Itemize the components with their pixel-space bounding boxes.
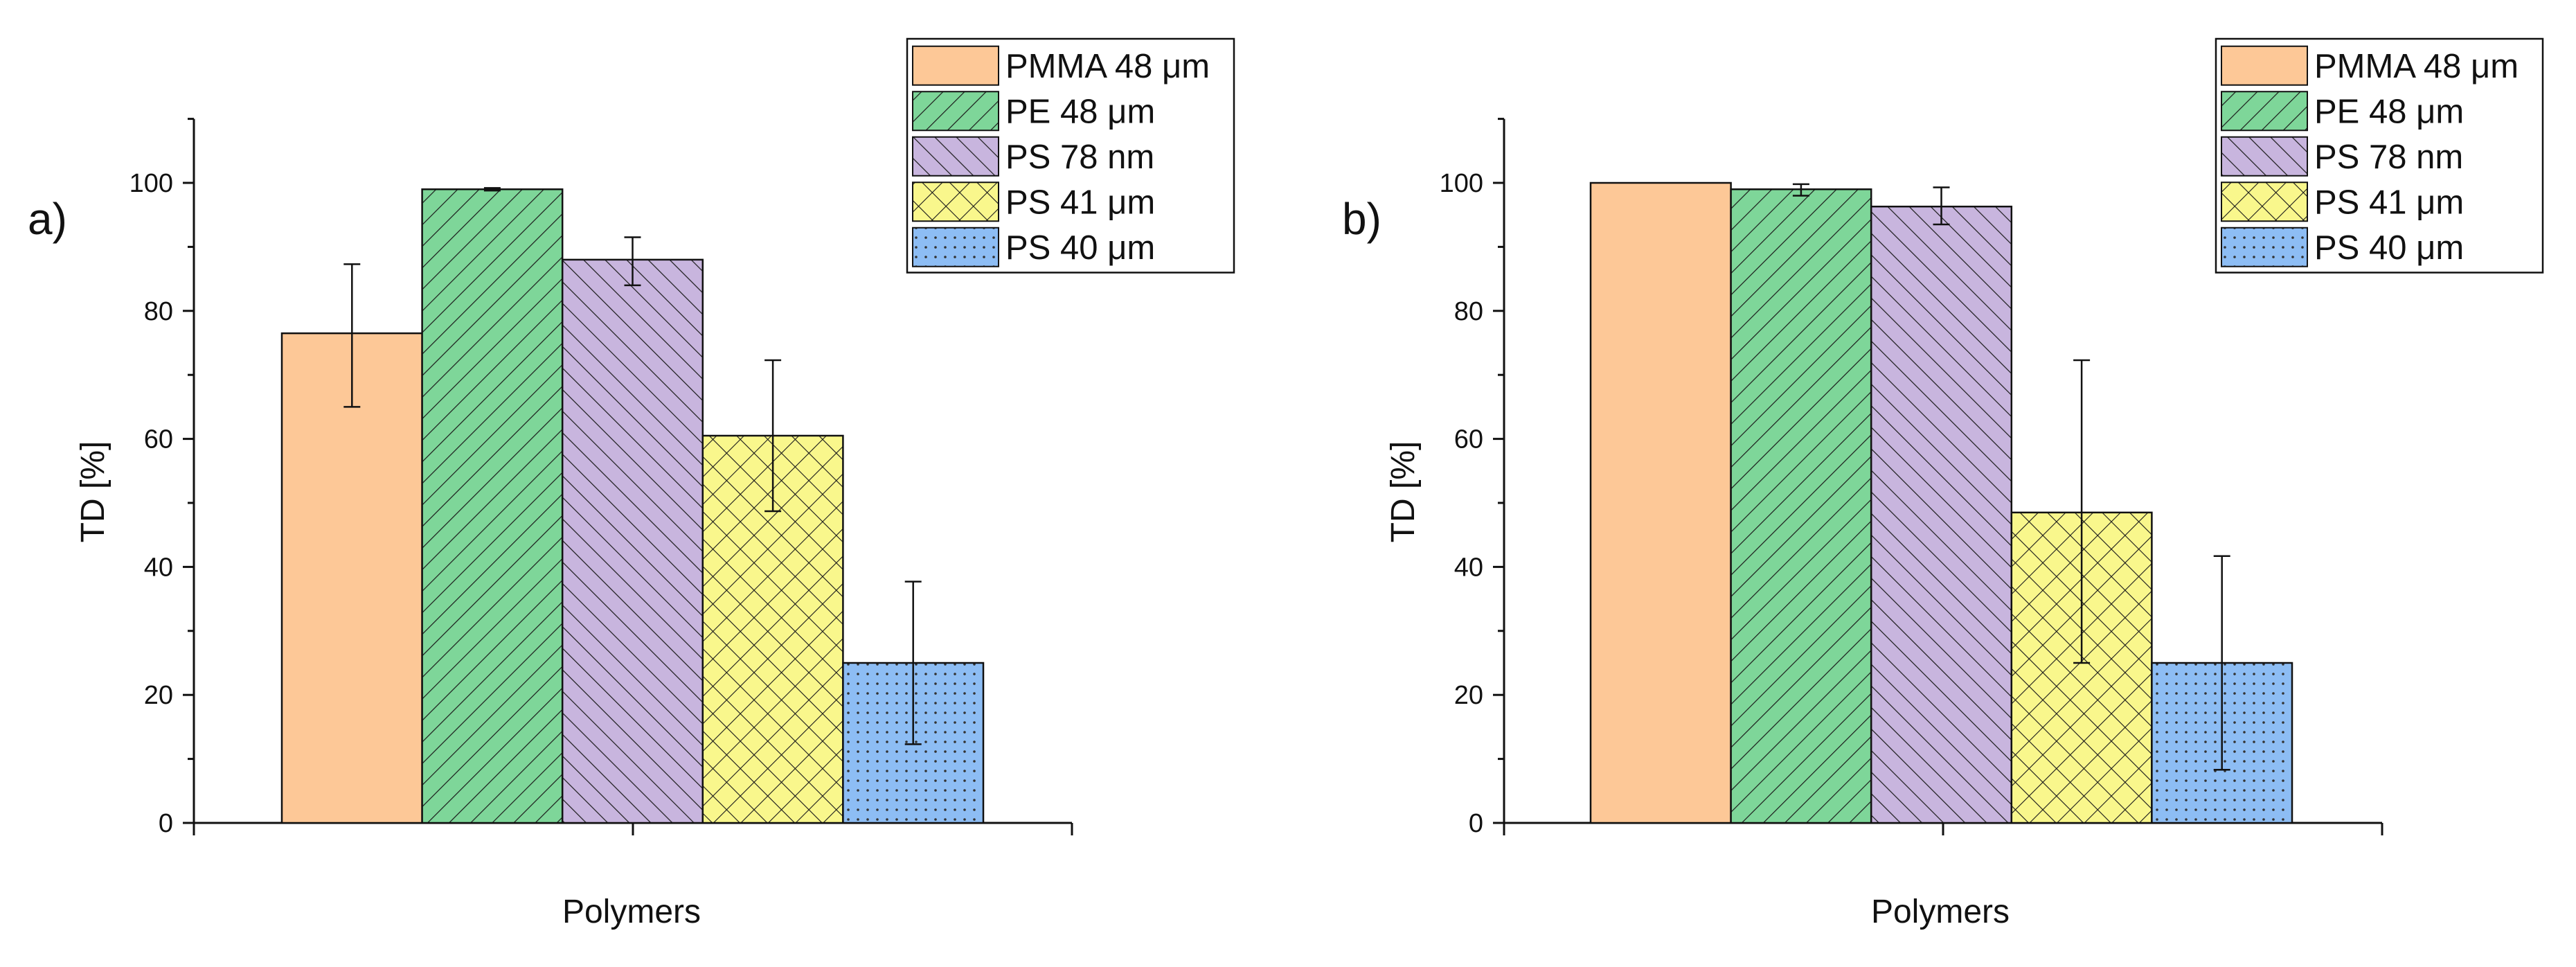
panel-b-legend-item-ps-78-nm-label: PS 78 nm [2314,139,2463,176]
panel-b-y-tick-label: 100 [1440,169,1483,198]
panel-b-bar-ps-78-nm-pattern [1871,206,2012,823]
panel-b-bar-pe-48-m-pattern [1730,189,1872,823]
panel-b-y-axis-label: TD [%] [1385,441,1422,543]
panel-a-bar-pe-48-m-error-bar [483,187,501,192]
panel-b-bar-pmma-48-m [1591,183,1731,823]
panel-b-label: b) [1342,194,1381,244]
panel-b-legend-item-ps-41-m: PS 41 μm [2221,181,2464,222]
panel-a-y-tick-label: 0 [159,809,173,838]
panel-b-legend: PMMA 48 μm PE 48 μm PS 78 nm PS 41 μm PS 40 … [2215,37,2544,274]
panel-a-bar-pmma-48-m [282,333,422,823]
chart-panel-b: b) TD [%] Polymers 0 20 40 60 80 100 PMMA 48 μ… [1342,37,2544,930]
panel-a-plot-area: 0 20 40 60 80 100 PMMA 48 μm PE 48 μm PS 78 nm PS… [129,37,1235,838]
panel-a-y-tick-label: 100 [129,169,173,198]
panel-a-y-tick-label: 40 [144,553,173,582]
panel-a-bar-pe-48-m-pattern [422,189,563,823]
panel-b-legend-item-pe-48-m: PE 48 μm [2221,91,2464,132]
panel-b-y-tick-label: 20 [1454,681,1483,710]
panel-b-plot-area: 0 20 40 60 80 100 PMMA 48 μm PE 48 μm PS 78 nm PS… [1440,37,2544,838]
panel-a-legend-item-pmma-48-m: PMMA 48 μm [912,45,1210,86]
panel-a-legend-item-pmma-48-m-label: PMMA 48 μm [1005,48,1210,85]
panel-a-legend-item-ps-40-m: PS 40 μm [912,227,1155,267]
panel-b-legend-item-ps-40-m: PS 40 μm [2221,227,2464,267]
panel-a-legend-item-ps-41-m: PS 41 μm [912,181,1155,222]
panel-a-bar-ps-40-m-error-bar [904,580,922,745]
panel-b-y-tick-label: 0 [1469,809,1483,838]
panel-b-y-tick-label: 60 [1454,425,1483,454]
panel-a-legend-item-pe-48-m-label: PE 48 μm [1005,93,1155,130]
panel-b-legend-item-pmma-48-m-label: PMMA 48 μm [2314,48,2519,85]
panel-a-legend-item-ps-40-m-label: PS 40 μm [1005,229,1155,267]
panel-b-legend-item-ps-40-m-label: PS 40 μm [2314,229,2464,267]
panel-b-legend-item-ps-41-m-label: PS 41 μm [2314,184,2464,221]
panel-b-legend-item-pe-48-m-label: PE 48 μm [2314,93,2464,130]
panel-b-y-tick-label: 80 [1454,297,1483,326]
panel-a-legend-item-pmma-48-m-swatch [913,46,999,85]
panel-a-legend-item-pe-48-m: PE 48 μm [912,91,1155,132]
panel-b-bar-ps-40-m-error-bar [2213,555,2230,771]
panel-b-bar-pe-48-m-error-bar [1792,183,1809,197]
panel-b-y-tick-label: 40 [1454,553,1483,582]
panel-a-bar-ps-78-nm-error-bar [624,236,641,287]
panel-a-y-tick-label: 80 [144,297,173,326]
panel-b-legend-item-ps-78-nm: PS 78 nm [2221,136,2463,177]
panel-a-y-tick-label: 20 [144,681,173,710]
panel-a-legend-item-ps-78-nm: PS 78 nm [912,136,1154,177]
panel-a-legend: PMMA 48 μm PE 48 μm PS 78 nm PS 41 μm PS 40 … [906,37,1235,274]
panel-a-label: a) [28,194,67,244]
panel-a-bar-ps-78-nm-pattern [562,259,703,823]
panel-a-legend-item-ps-41-m-label: PS 41 μm [1005,184,1155,221]
chart-panel-a: a) TD [%] Polymers 0 20 40 60 80 100 PMMA 48 μ… [28,37,1235,930]
panel-a-bar-ps-41-m-error-bar [764,359,782,513]
panel-a-x-axis-label: Polymers [562,894,701,930]
panel-b-bar-ps-78-nm-error-bar [1933,186,1950,226]
panel-b-legend-item-pmma-48-m-swatch [2221,46,2307,85]
panel-a-y-axis-label: TD [%] [75,441,111,543]
panel-a-y-tick-label: 60 [144,425,173,454]
panel-b-x-axis-label: Polymers [1871,894,2010,930]
panel-a-bar-pmma-48-m-error-bar [343,263,361,408]
panel-b-legend-item-pmma-48-m: PMMA 48 μm [2221,45,2519,86]
panel-b-bar-ps-41-m-error-bar [2073,359,2091,664]
panel-a-legend-item-ps-78-nm-label: PS 78 nm [1005,139,1154,176]
